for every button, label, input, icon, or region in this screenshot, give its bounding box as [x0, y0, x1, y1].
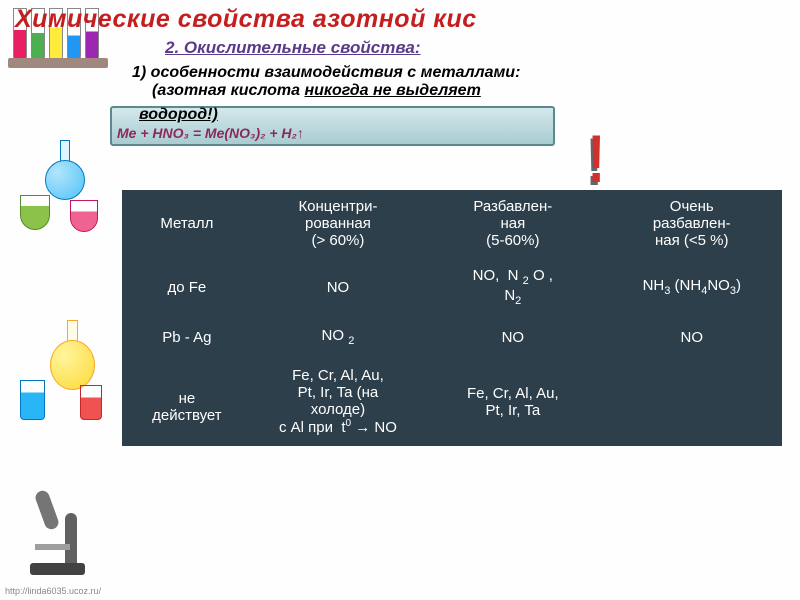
exclaim-icon: !: [588, 121, 605, 199]
table-row: Pb - Ag NO 2 NO NO: [122, 317, 782, 357]
header-razb: Разбавлен-ная(5-60%): [424, 190, 601, 257]
cell-metal: Pb - Ag: [122, 317, 252, 357]
header-conc: Концентри-рованная(> 60%): [252, 190, 424, 257]
glassware-mid-icon: [15, 140, 105, 260]
cell-conc: NO: [252, 257, 424, 317]
cell-very: NH3 (NH4NO3): [602, 257, 782, 317]
microscope-icon: [25, 485, 95, 575]
main-title: Химические свойства азотной кис: [15, 5, 790, 34]
hydrogen-word: водород!): [139, 106, 218, 124]
cell-razb: NO, N 2 O ,N2: [424, 257, 601, 317]
cell-razb: NO: [424, 317, 601, 357]
table-row: недействует Fe, Cr, Al, Au,Pt, Ir, Ta (н…: [122, 357, 782, 446]
header-very: Оченьразбавлен-ная (<5 %): [602, 190, 782, 257]
content-area: Химические свойства азотной кис 2. Окисл…: [120, 0, 800, 151]
point1-line1: 1) особенности взаимодействия с металлам…: [132, 64, 790, 82]
cell-conc: NO 2: [252, 317, 424, 357]
point1-line2: (азотная кислота никогда не выделяет: [152, 82, 790, 100]
equation-text: Me + HNO₃ = Me(NO₃)₂ + H₂↑: [117, 125, 304, 141]
point1-underlined: никогда не выделяет: [304, 82, 480, 99]
cell-very: NO: [602, 317, 782, 357]
header-metal: Металл: [122, 190, 252, 257]
cell-conc: Fe, Cr, Al, Au,Pt, Ir, Ta (нахолоде)с Al…: [252, 357, 424, 446]
footer-link: http://linda6035.ucoz.ru/: [5, 586, 101, 596]
point1-pre: (азотная кислота: [152, 82, 304, 99]
cell-metal: недействует: [122, 357, 252, 446]
cell-razb: Fe, Cr, Al, Au,Pt, Ir, Ta: [424, 357, 601, 446]
table-row: до Fe NO NO, N 2 O ,N2 NH3 (NH4NO3): [122, 257, 782, 317]
cell-very: [602, 357, 782, 446]
products-table: Металл Концентри-рованная(> 60%) Разбавл…: [122, 190, 782, 446]
cell-metal: до Fe: [122, 257, 252, 317]
sidebar-decoration: [0, 0, 120, 600]
table-header-row: Металл Концентри-рованная(> 60%) Разбавл…: [122, 190, 782, 257]
equation-box: водород!) Me + HNO₃ = Me(NO₃)₂ + H₂↑: [110, 106, 555, 146]
subtitle: 2. Окислительные свойства:: [165, 38, 790, 58]
glassware-bottom-icon: [15, 310, 105, 440]
